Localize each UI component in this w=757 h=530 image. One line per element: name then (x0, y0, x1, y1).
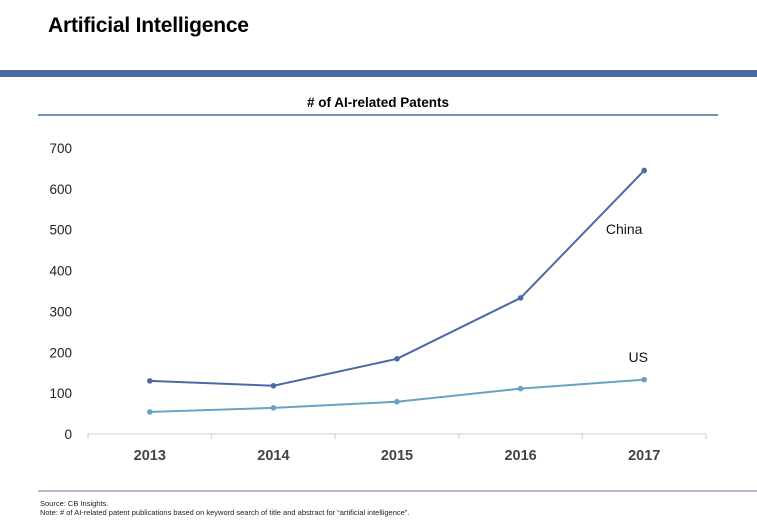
data-point-us-2013 (147, 409, 153, 415)
data-point-china-2015 (394, 356, 400, 362)
y-tick-label-600: 600 (49, 182, 72, 197)
data-point-china-2014 (270, 382, 277, 389)
data-point-us-2016 (517, 385, 524, 392)
chart-title: # of AI-related Patents (307, 95, 449, 110)
series-label-china: China (606, 221, 643, 237)
y-tick-label-300: 300 (49, 304, 72, 319)
series-label-us: US (628, 349, 647, 365)
series-labels: China US (606, 221, 648, 365)
data-point-us-2017 (641, 376, 647, 383)
series-lines (149, 169, 645, 413)
series-line-china (149, 169, 645, 387)
y-axis-ticks: 0 100 200 300 400 500 600 700 (49, 141, 72, 442)
x-tick-label-2017: 2017 (628, 448, 660, 464)
data-point-china-2016 (517, 295, 524, 301)
y-tick-label-100: 100 (49, 386, 72, 401)
data-point-china-2017 (641, 167, 647, 174)
source-note: Source: CB Insights. Note: # of AI-relat… (40, 499, 409, 517)
y-tick-label-0: 0 (64, 427, 72, 442)
data-point-china-2013 (147, 378, 153, 384)
y-tick-label-400: 400 (49, 264, 72, 279)
source-text: Source: CB Insights. (40, 499, 109, 508)
x-axis-tick-marks (87, 434, 707, 439)
x-tick-label-2016: 2016 (504, 448, 536, 464)
data-point-us-2014 (270, 405, 277, 411)
page-title: Artificial Intelligence (48, 14, 249, 37)
header-rule (0, 70, 757, 77)
x-tick-label-2013: 2013 (134, 448, 166, 464)
y-tick-label-200: 200 (49, 345, 72, 360)
note-text: Note: # of AI-related patent publication… (40, 508, 410, 517)
x-tick-label-2014: 2014 (257, 448, 289, 464)
y-tick-label-700: 700 (49, 141, 72, 156)
x-tick-label-2015: 2015 (381, 448, 413, 464)
series-points (147, 167, 647, 415)
y-tick-label-500: 500 (49, 223, 72, 238)
data-point-us-2015 (394, 398, 400, 405)
x-axis-tick-labels: 2013 2014 2015 2016 2017 (134, 448, 661, 464)
